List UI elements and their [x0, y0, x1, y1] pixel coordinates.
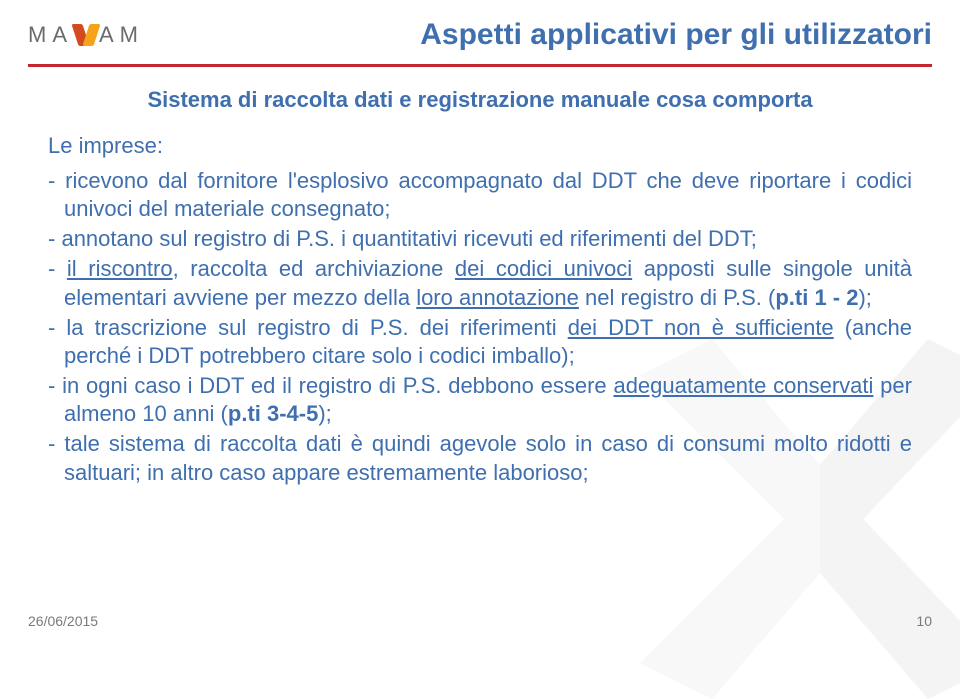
list-item: tale sistema di raccolta dati è quindi a… — [48, 430, 912, 486]
header: MA AM Aspetti applicativi per gli utiliz… — [0, 0, 960, 60]
footer: 26/06/2015 10 — [28, 613, 932, 629]
page-title: Aspetti applicativi per gli utilizzatori — [168, 18, 932, 52]
text-span: tale sistema di raccolta dati è quindi a… — [64, 431, 912, 484]
text-span: , raccolta ed archiviazione — [173, 256, 455, 281]
text-span: p.ti 1 - 2 — [775, 285, 858, 310]
text-span: adeguatamente conservati — [613, 373, 873, 398]
logo-post: AM — [99, 22, 144, 48]
text-span: in ogni caso i DDT ed il registro di P.S… — [62, 373, 613, 398]
lead-text: Le imprese: — [48, 133, 912, 159]
text-span: ); — [318, 401, 331, 426]
text-span: ); — [858, 285, 871, 310]
logo-x-icon — [75, 24, 97, 46]
text-span: loro annotazione — [416, 285, 579, 310]
text-span: il riscontro — [67, 256, 173, 281]
logo-pre: MA — [28, 22, 73, 48]
text-span: dei codici univoci — [455, 256, 632, 281]
text-span: p.ti 3-4-5 — [228, 401, 318, 426]
footer-date: 26/06/2015 — [28, 613, 98, 629]
bullet-list: ricevono dal fornitore l'esplosivo accom… — [48, 167, 912, 487]
subtitle: Sistema di raccolta dati e registrazione… — [48, 87, 912, 113]
list-item: annotano sul registro di P.S. i quantita… — [48, 225, 912, 253]
text-span: dei DDT non è sufficiente — [568, 315, 834, 340]
list-item: in ogni caso i DDT ed il registro di P.S… — [48, 372, 912, 428]
list-item: la trascrizione sul registro di P.S. dei… — [48, 314, 912, 370]
text-span: ricevono dal fornitore l'esplosivo accom… — [64, 168, 912, 221]
logo: MA AM — [28, 22, 144, 48]
text-span: nel registro di P.S. ( — [579, 285, 775, 310]
text-span: la trascrizione sul registro di P.S. dei… — [66, 315, 567, 340]
text-span: annotano sul registro di P.S. i quantita… — [61, 226, 756, 251]
list-item: ricevono dal fornitore l'esplosivo accom… — [48, 167, 912, 223]
list-item: il riscontro, raccolta ed archiviazione … — [48, 255, 912, 311]
footer-page: 10 — [916, 613, 932, 629]
content: Sistema di raccolta dati e registrazione… — [0, 67, 960, 487]
